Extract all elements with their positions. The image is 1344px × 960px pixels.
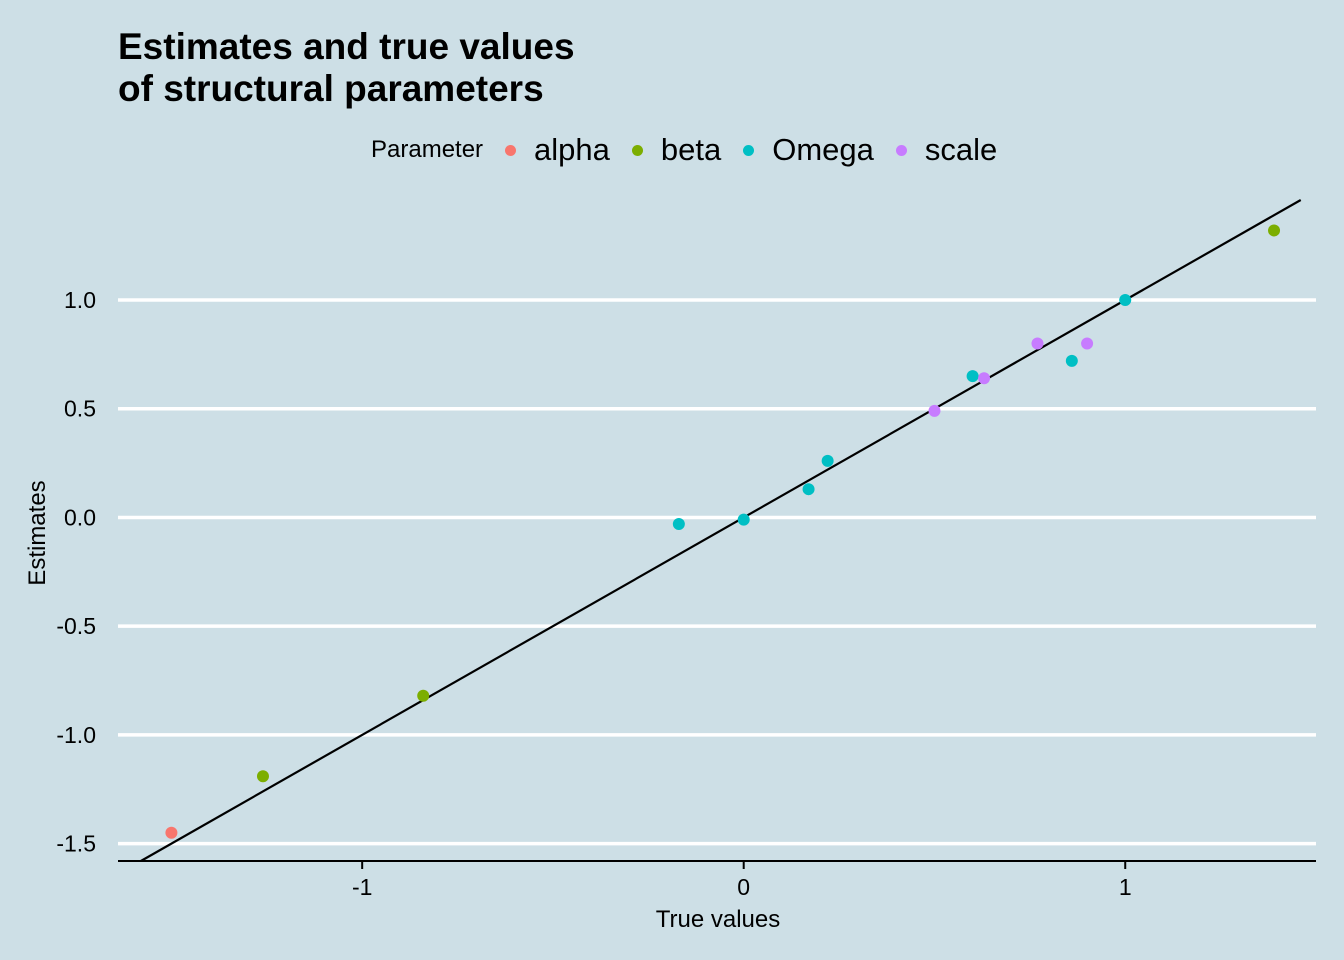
legend-label-alpha: alpha [534,132,610,167]
point-omega [672,517,685,530]
point-omega [1065,354,1078,367]
x-axis-title: True values [656,906,781,933]
y-tick-label: -1.5 [56,831,96,857]
point-beta [256,770,269,783]
legend-item-beta: beta [631,132,722,168]
legend-key-beta [631,144,643,156]
y-tick-label: 0.5 [64,396,96,422]
legend: Parameter alpha beta Omega scale [371,132,1019,168]
legend-item-omega: Omega [743,132,874,168]
point-beta [1268,224,1281,237]
point-omega [821,454,834,467]
legend-item-scale: scale [895,132,998,168]
gridlines [118,298,1316,846]
point-omega [1119,294,1132,307]
point-omega [802,483,815,496]
point-beta [417,689,430,702]
identity-line [140,199,1302,862]
legend-label-scale: scale [924,132,998,167]
axes: -1.5 -1.0 -0.5 0.0 0.5 1.0 -1 0 1 [56,287,1316,900]
x-tick-label: -1 [352,874,372,900]
data-points [165,224,1281,839]
point-scale [928,404,941,417]
chart-title-line-1: Estimates and true values [118,26,575,67]
legend-key-scale [895,144,907,156]
chart-title: Estimates and true values of structural … [118,26,575,110]
y-tick-label: -1.0 [56,722,96,748]
point-scale [978,372,991,385]
point-scale [1081,337,1094,350]
y-tick-label: 1.0 [64,287,96,313]
point-alpha [165,826,178,839]
x-tick-label: 0 [737,874,750,900]
point-omega [966,370,979,383]
legend-key-omega [743,144,755,156]
y-tick-label: 0.0 [64,504,96,530]
point-scale [1031,337,1044,350]
reference-line-group [140,199,1302,862]
legend-key-alpha [505,144,517,156]
y-axis-title: Estimates [24,480,51,585]
point-omega [737,513,750,526]
y-tick-label: -0.5 [56,613,96,639]
x-tick-label: 1 [1119,874,1132,900]
chart-title-line-2: of structural parameters [118,68,544,109]
legend-label-omega: Omega [772,132,874,167]
legend-title: Parameter [371,136,484,163]
legend-label-beta: beta [660,132,722,167]
legend-item-alpha: alpha [505,132,610,168]
